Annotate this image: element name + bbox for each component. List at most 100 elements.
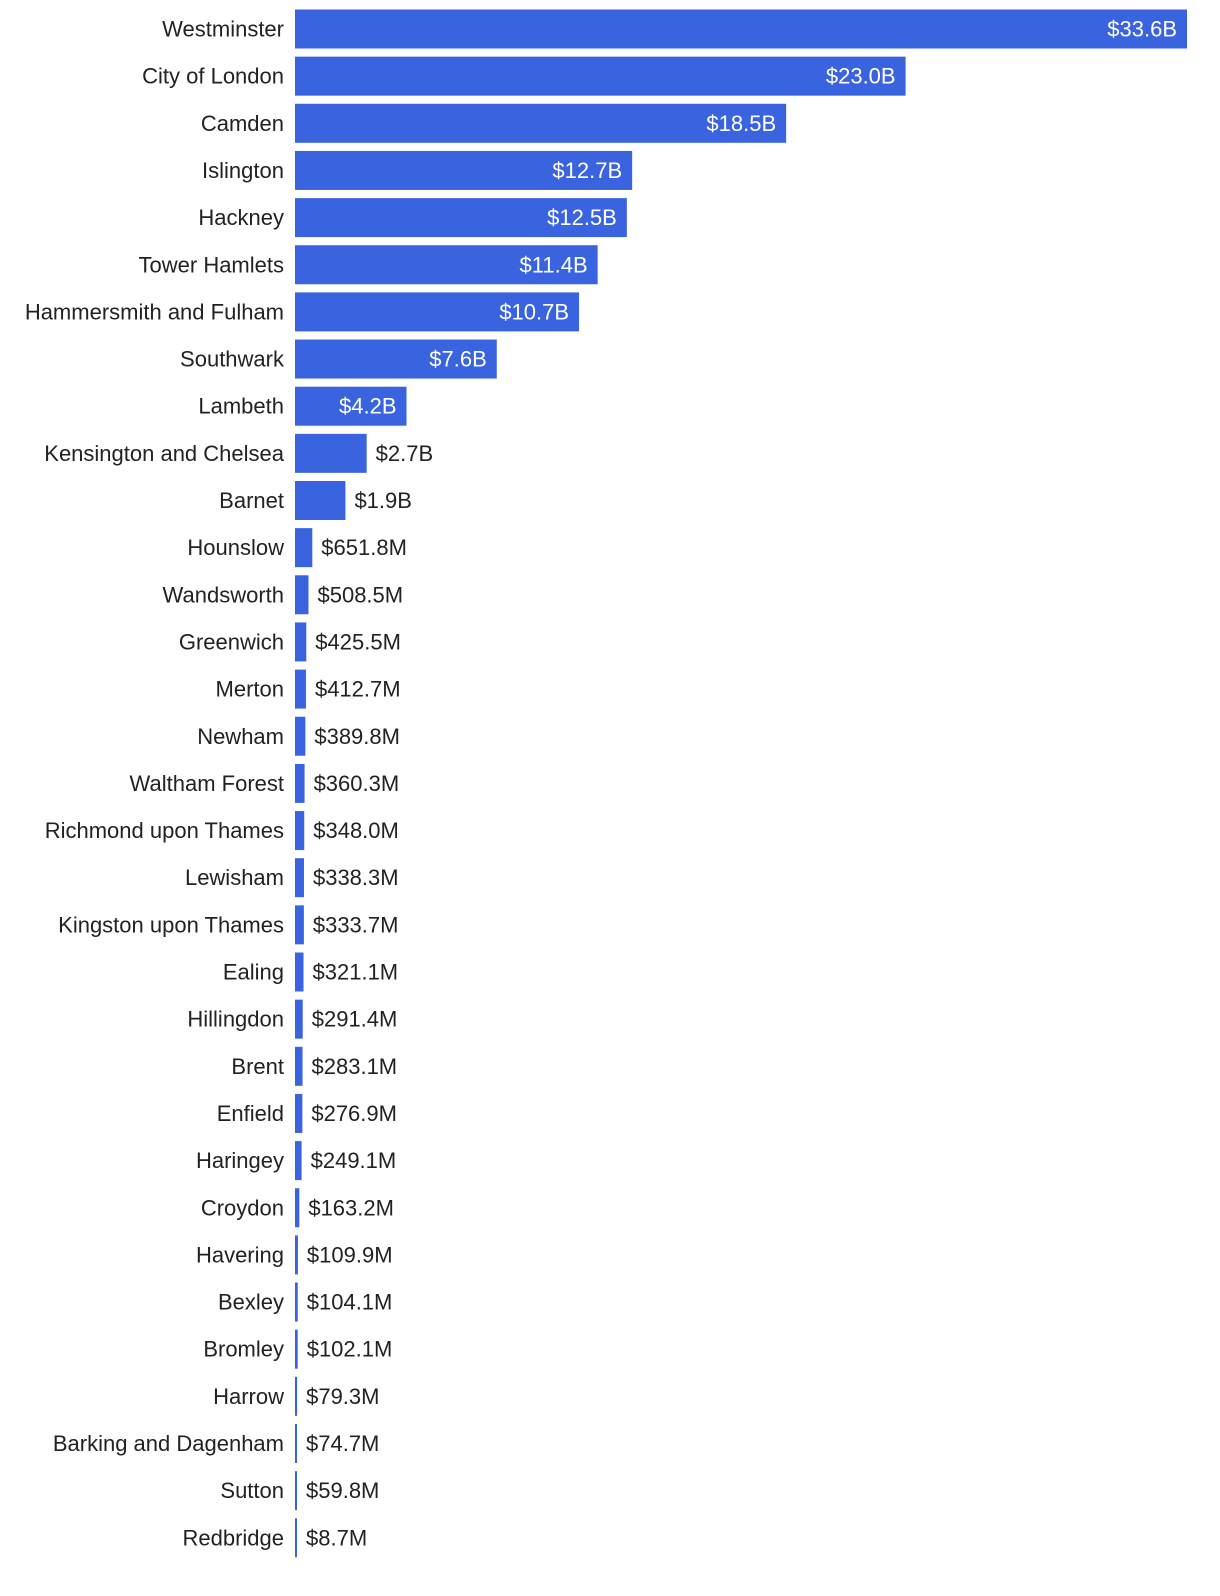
value-label: $11.4B xyxy=(520,252,588,277)
bar xyxy=(295,1141,302,1181)
value-label: $412.7M xyxy=(315,677,401,702)
category-label: City of London xyxy=(142,64,284,89)
bar xyxy=(295,198,627,238)
value-label: $33.6B xyxy=(1107,17,1177,42)
bar xyxy=(295,245,598,285)
value-label: $12.5B xyxy=(547,205,617,230)
value-label: $276.9M xyxy=(311,1101,397,1126)
category-label: Lewisham xyxy=(185,865,284,890)
category-label: Brent xyxy=(231,1054,284,1079)
bar xyxy=(295,1188,300,1228)
value-label: $321.1M xyxy=(313,960,399,985)
bar xyxy=(295,811,305,851)
value-label: $425.5M xyxy=(315,629,401,654)
bar xyxy=(295,9,1187,49)
bar xyxy=(295,763,305,803)
bar xyxy=(295,716,306,756)
bar xyxy=(295,1424,297,1463)
category-label: Bexley xyxy=(218,1290,284,1315)
value-label: $18.5B xyxy=(706,111,776,136)
category-label: Hounslow xyxy=(187,535,284,560)
bar xyxy=(295,1046,303,1086)
category-label: Tower Hamlets xyxy=(139,252,284,277)
value-label: $102.1M xyxy=(307,1337,393,1362)
category-label: Enfield xyxy=(217,1101,284,1126)
category-label: Barnet xyxy=(219,488,284,513)
category-label: Lambeth xyxy=(198,394,284,419)
value-label: $333.7M xyxy=(313,912,399,937)
category-label: Harrow xyxy=(213,1384,284,1409)
value-label: $79.3M xyxy=(306,1384,379,1409)
bar xyxy=(295,1518,297,1558)
bar xyxy=(295,1235,298,1275)
bar xyxy=(295,905,304,945)
category-label: Westminster xyxy=(162,17,284,42)
value-label: $283.1M xyxy=(312,1054,398,1079)
bar xyxy=(295,1093,303,1133)
bar xyxy=(295,669,306,709)
value-label: $2.7B xyxy=(376,441,434,466)
category-label: Barking and Dagenham xyxy=(53,1431,284,1456)
bar xyxy=(295,150,633,190)
bar xyxy=(295,1282,298,1322)
bar xyxy=(295,858,304,898)
category-label: Southwark xyxy=(180,347,285,372)
bar xyxy=(295,481,346,520)
value-label: $104.1M xyxy=(307,1290,393,1315)
bar xyxy=(295,952,304,992)
value-label: $109.9M xyxy=(307,1242,393,1267)
value-label: $651.8M xyxy=(321,535,407,560)
value-label: $389.8M xyxy=(314,724,400,749)
category-label: Camden xyxy=(201,111,284,136)
category-label: Ealing xyxy=(223,960,284,985)
category-label: Havering xyxy=(196,1242,284,1267)
value-label: $508.5M xyxy=(317,582,403,607)
bar xyxy=(295,1376,298,1416)
value-label: $12.7B xyxy=(552,158,622,183)
value-label: $23.0B xyxy=(826,64,896,89)
category-label: Bromley xyxy=(203,1337,284,1362)
bar xyxy=(295,56,906,96)
category-label: Kingston upon Thames xyxy=(58,912,284,937)
category-label: Wandsworth xyxy=(163,582,284,607)
category-label: Greenwich xyxy=(179,629,284,654)
value-label: $163.2M xyxy=(308,1195,394,1220)
bar xyxy=(295,622,307,662)
category-label: Haringey xyxy=(196,1148,284,1173)
category-label: Kensington and Chelsea xyxy=(44,441,284,466)
category-label: Newham xyxy=(197,724,284,749)
bar xyxy=(295,339,497,379)
value-label: $4.2B xyxy=(339,394,397,419)
value-label: $348.0M xyxy=(313,818,399,843)
category-label: Croydon xyxy=(201,1195,284,1220)
value-label: $360.3M xyxy=(314,771,400,796)
bar xyxy=(295,528,313,568)
value-label: $59.8M xyxy=(306,1478,379,1503)
value-label: $10.7B xyxy=(499,299,569,324)
category-label: Redbridge xyxy=(182,1525,284,1550)
bar xyxy=(295,292,580,332)
value-label: $338.3M xyxy=(313,865,399,890)
category-label: Richmond upon Thames xyxy=(45,818,284,843)
category-label: Merton xyxy=(216,677,284,702)
category-label: Islington xyxy=(202,158,284,183)
value-label: $249.1M xyxy=(311,1148,397,1173)
value-label: $8.7M xyxy=(306,1525,367,1550)
bar xyxy=(295,575,309,615)
category-label: Waltham Forest xyxy=(130,771,284,796)
category-label: Hackney xyxy=(198,205,284,230)
bar xyxy=(295,103,787,143)
value-label: $1.9B xyxy=(354,488,412,513)
bar xyxy=(295,433,367,473)
value-label: $291.4M xyxy=(312,1007,398,1032)
category-label: Sutton xyxy=(220,1478,284,1503)
category-label: Hillingdon xyxy=(187,1007,284,1032)
bar xyxy=(295,386,407,426)
value-label: $7.6B xyxy=(429,347,487,372)
value-label: $74.7M xyxy=(306,1431,379,1456)
bar xyxy=(295,1471,297,1511)
bar xyxy=(295,999,303,1039)
bar xyxy=(295,1329,298,1369)
category-label: Hammersmith and Fulham xyxy=(25,299,284,324)
